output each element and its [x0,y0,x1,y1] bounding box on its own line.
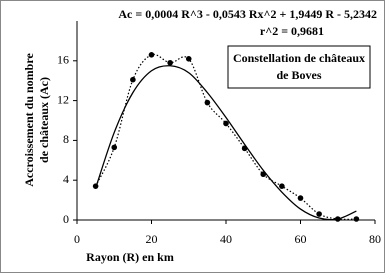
y-tick-label: 0 [63,212,69,226]
fit-curve [95,65,357,221]
legend-box [227,45,371,89]
legend-text: Constellation de châteaux [233,51,365,65]
data-point [185,56,192,62]
data-point [223,120,229,127]
equation: Ac = 0,0004 R^3 - 0,0543 Rx^2 + 1,9449 R… [118,7,377,21]
y-axis-label: Accroissement du nombre [22,53,36,187]
data-point [297,195,304,201]
data-point [111,144,118,151]
x-tick-label: 20 [146,232,158,246]
data-point [148,52,155,58]
y-axis-label: de châteaux (Ac) [37,77,51,163]
x-tick-label: 40 [220,232,232,246]
x-axis-label: Rayon (R) en km [86,250,174,264]
y-tick-label: 12 [57,92,69,106]
r-squared: r^2 = 0,9681 [260,24,324,38]
legend-text: de Boves [277,68,322,82]
x-tick-label: 0 [74,232,80,246]
y-tick-label: 16 [57,53,69,67]
data-point [130,76,136,83]
y-tick-label: 8 [63,132,69,146]
data-point [167,59,173,66]
data-point [204,99,211,106]
data-point [316,211,322,217]
x-tick-label: 60 [295,232,307,246]
data-point [353,216,360,222]
y-tick-label: 4 [63,172,69,186]
x-tick-label: 80 [369,232,381,246]
data-point [279,183,285,189]
